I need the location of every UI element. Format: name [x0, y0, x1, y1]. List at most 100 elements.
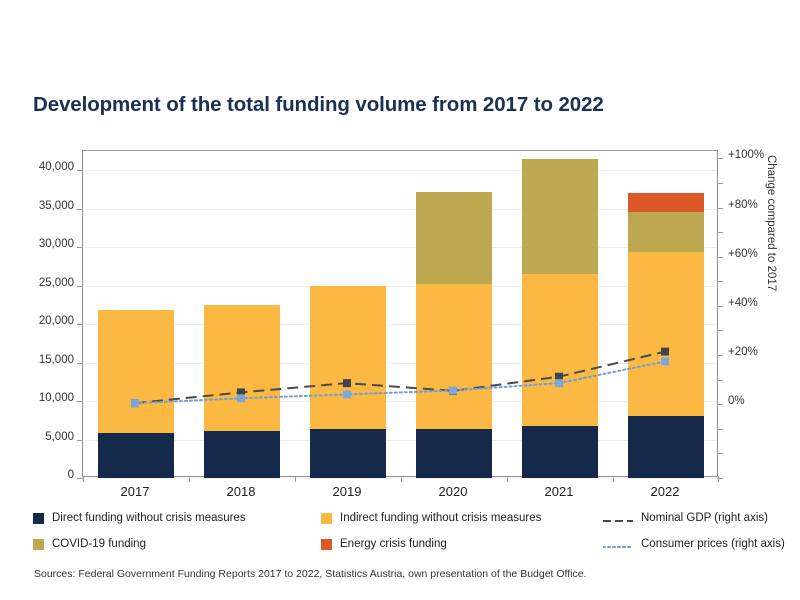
line-marker[interactable] [343, 379, 351, 388]
x-axis-tick [507, 476, 508, 482]
legend-nominal-gdp[interactable]: Nominal GDP (right axis) [603, 512, 768, 524]
y-axis-left-tick [77, 401, 83, 403]
bar-segment[interactable] [627, 212, 705, 253]
y-axis-left-tick [77, 208, 83, 210]
y-axis-right-tick [717, 404, 723, 406]
y-axis-left-label: 25,000 [38, 276, 74, 289]
chart-title: Development of the total funding volume … [33, 93, 604, 116]
legend-label: Direct funding without crisis measures [52, 512, 246, 524]
bar-segment[interactable] [627, 193, 705, 213]
line-marker[interactable] [661, 347, 669, 356]
line-marker[interactable] [131, 399, 139, 408]
gridline [83, 478, 717, 479]
dotted-line-icon [602, 539, 634, 550]
y-axis-right-tick [717, 453, 723, 455]
line-marker[interactable] [449, 386, 457, 395]
legend-direct-funding[interactable]: Direct funding without crisis measures [33, 512, 246, 524]
y-axis-right-label: +100% [728, 149, 765, 162]
plot-area [77, 150, 723, 482]
y-axis-left-label: 10,000 [38, 392, 74, 405]
x-axis-tick [613, 476, 614, 482]
y-axis-left-tick [77, 247, 83, 249]
y-axis-right-label: +80% [728, 198, 758, 211]
y-axis-right-tick [717, 207, 723, 209]
legend-label: Nominal GDP (right axis) [641, 512, 768, 524]
y-axis-right-tick [717, 158, 723, 160]
y-axis-left-tick [77, 478, 83, 479]
bar-segment[interactable] [627, 416, 705, 478]
y-axis-right-tick [717, 256, 723, 258]
bar-segment[interactable] [415, 192, 493, 284]
bar-segment[interactable] [203, 431, 281, 478]
bar-segment[interactable] [627, 252, 705, 417]
y-axis-right-tick [717, 428, 723, 430]
y-axis-right-label: +20% [728, 346, 758, 359]
y-axis-left-label: 40,000 [38, 161, 74, 174]
line-marker[interactable] [555, 372, 563, 381]
y-axis-right-tick [717, 232, 723, 234]
bar-segment[interactable] [97, 433, 175, 478]
x-axis-label-2021: 2021 [544, 484, 574, 499]
gridline [83, 285, 717, 287]
gridline [83, 208, 717, 210]
y-axis-left-label: 5,000 [45, 430, 74, 443]
gridline [83, 324, 717, 326]
line-marker[interactable] [237, 394, 245, 403]
source-note: Sources: Federal Government Funding Repo… [34, 568, 587, 580]
y-axis-right-title: Change compared to 2017 [765, 155, 777, 292]
y-axis-left-tick [77, 285, 83, 287]
x-axis-label-2018: 2018 [226, 484, 256, 499]
x-axis-tick [718, 476, 719, 482]
y-axis-right-tick [717, 478, 723, 479]
legend-consumer-prices[interactable]: Consumer prices (right axis) [602, 538, 785, 550]
y-axis-right-tick [717, 355, 723, 357]
gridline [83, 362, 717, 364]
bar-segment[interactable] [203, 304, 281, 432]
legend-indirect-funding[interactable]: Indirect funding without crisis measures [321, 512, 541, 524]
y-axis-left-label: 30,000 [38, 238, 74, 251]
y-axis-left-label: 20,000 [38, 315, 74, 328]
legend-covid-funding[interactable]: COVID-19 funding [33, 538, 146, 550]
y-axis-left-tick [77, 324, 83, 326]
legend-label: Energy crisis funding [340, 538, 447, 550]
y-axis-right-tick [717, 281, 723, 283]
line-marker[interactable] [343, 390, 351, 399]
bar-segment[interactable] [415, 429, 493, 478]
trend-lines-layer [131, 347, 669, 408]
bar-segment[interactable] [521, 274, 599, 426]
legend-color-swatch [33, 538, 44, 550]
bar-segment[interactable] [521, 425, 599, 478]
y-axis-right-label: 0% [728, 395, 745, 408]
x-axis-tick [401, 476, 402, 482]
legend-label: Consumer prices (right axis) [641, 538, 785, 550]
legend-color-swatch [321, 538, 332, 550]
y-axis-left-label: 0 [67, 469, 74, 481]
x-axis-tick [83, 476, 84, 482]
line-marker[interactable] [237, 388, 245, 397]
x-axis-label-2017: 2017 [120, 484, 150, 499]
y-axis-left-tick [77, 170, 83, 172]
gridline [83, 247, 717, 249]
bar-segment[interactable] [309, 286, 387, 430]
dashed-line-icon [603, 513, 633, 524]
bar-segment[interactable] [309, 429, 387, 478]
y-axis-left-tick [77, 439, 83, 441]
x-axis-tick [295, 476, 296, 482]
line-marker[interactable] [661, 357, 669, 366]
y-axis-right-tick [717, 330, 723, 332]
y-axis-right-tick [717, 182, 723, 184]
bar-segment[interactable] [97, 309, 175, 434]
x-axis-label-2019: 2019 [332, 484, 362, 499]
y-axis-right-label: +40% [728, 296, 758, 309]
bar-segment[interactable] [415, 283, 493, 430]
legend-energy-crisis-funding[interactable]: Energy crisis funding [321, 538, 447, 550]
consumer-prices-line [134, 360, 666, 405]
bar-segment[interactable] [521, 158, 599, 275]
gridline [83, 170, 717, 172]
y-axis-left-tick [77, 362, 83, 364]
y-axis-right-label: +60% [728, 247, 758, 260]
y-axis-right-tick [717, 305, 723, 307]
line-marker[interactable] [555, 379, 563, 388]
gridline [83, 401, 717, 403]
